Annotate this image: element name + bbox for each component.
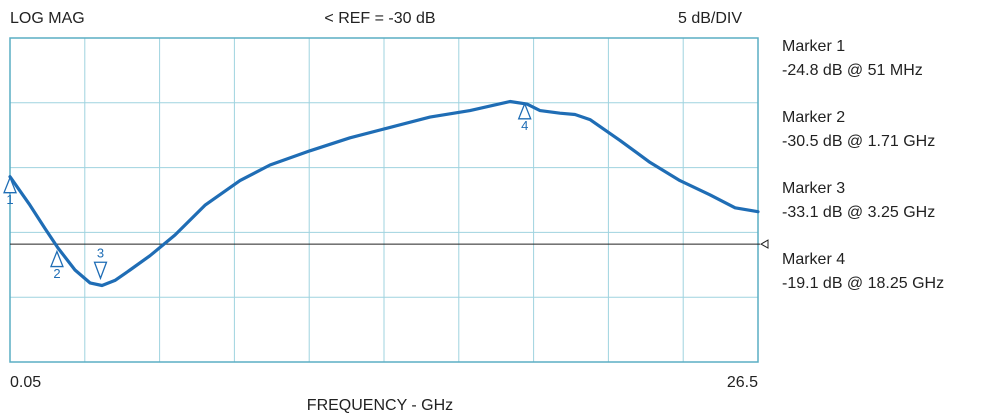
trace [8, 99, 760, 288]
marker-name: Marker 3 [782, 180, 845, 197]
marker-pointer [3, 175, 17, 194]
marker-pointer [93, 261, 108, 281]
marker-readout: -30.5 dB @ 1.71 GHz [782, 133, 935, 150]
marker-readout: -24.8 dB @ 51 MHz [782, 62, 923, 79]
reference-pointer [759, 239, 769, 249]
x-axis-label: FREQUENCY - GHz [307, 397, 453, 414]
x-tick-label: 26.5 [727, 374, 758, 391]
marker-name: Marker 2 [782, 109, 845, 126]
marker-readout: -33.1 dB @ 3.25 GHz [782, 204, 935, 221]
marker-number: 4 [521, 118, 528, 133]
marker-pointer [517, 102, 532, 120]
marker-pointer [49, 249, 64, 268]
plot-frame [9, 37, 759, 363]
marker-name: Marker 4 [782, 251, 845, 268]
scale-label: 5 dB/DIV [678, 10, 742, 27]
x-tick-label: 0.05 [10, 374, 41, 391]
reference-label: < REF = -30 dB [324, 10, 435, 27]
marker-number: 3 [97, 246, 104, 261]
marker-readout: -19.1 dB @ 18.25 GHz [782, 275, 944, 292]
marker-name: Marker 1 [782, 38, 845, 55]
mode-label: LOG MAG [10, 10, 85, 27]
marker-number: 1 [6, 192, 13, 207]
marker-number: 2 [53, 266, 60, 281]
